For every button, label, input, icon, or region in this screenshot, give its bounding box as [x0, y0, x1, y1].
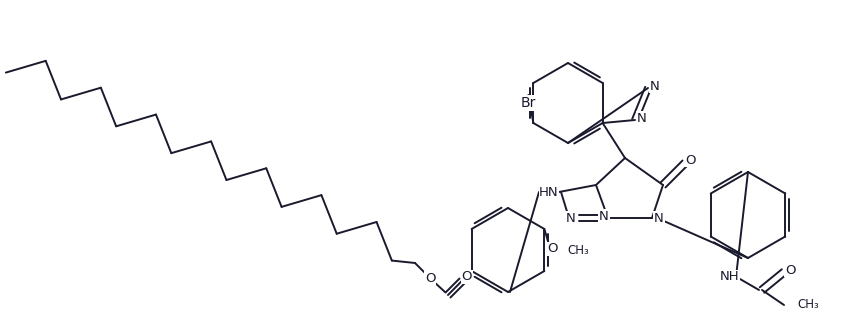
Text: N: N [566, 212, 576, 225]
Text: O: O [686, 154, 696, 167]
Text: Br: Br [520, 96, 536, 110]
Text: CH₃: CH₃ [567, 245, 589, 258]
Text: CH₃: CH₃ [797, 298, 818, 311]
Text: O: O [785, 263, 795, 276]
Text: N: N [654, 212, 664, 225]
Text: N: N [599, 210, 609, 223]
Text: N: N [650, 79, 660, 92]
Text: N: N [637, 111, 647, 124]
Text: NH: NH [721, 271, 740, 284]
Text: O: O [462, 271, 472, 284]
Text: HN: HN [540, 186, 559, 199]
Text: O: O [547, 242, 558, 256]
Text: O: O [424, 272, 436, 284]
